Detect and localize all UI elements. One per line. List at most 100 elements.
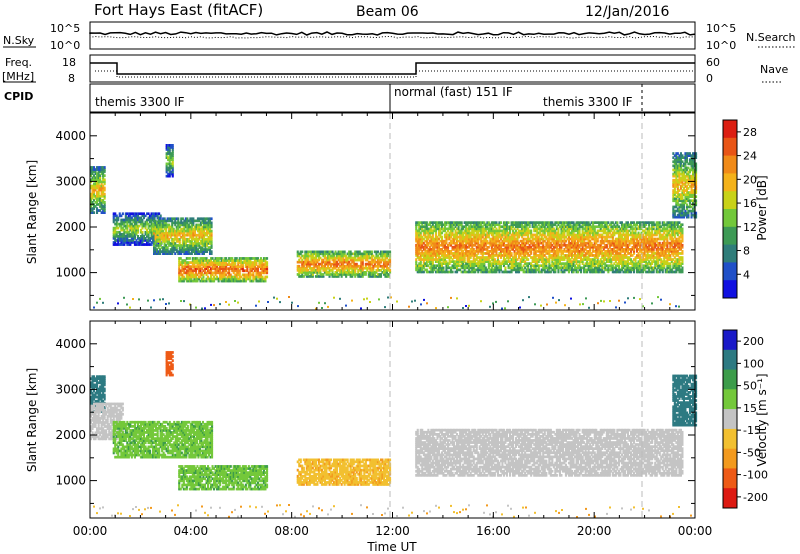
power-echo-cell-4	[207, 259, 210, 262]
power-echo-cell-6	[424, 231, 427, 235]
power-echo-cell-6	[542, 248, 545, 251]
power-echo-cell-6	[498, 225, 501, 229]
power-echo-cell-6	[495, 221, 498, 224]
power-echo-cell-5	[381, 258, 384, 262]
power-echo-cell-6	[509, 229, 512, 233]
power-echo-cell-6	[471, 252, 474, 255]
power-echo-cell-6	[521, 227, 524, 231]
power-echo-cell-6	[495, 264, 498, 268]
power-echo-cell-6	[512, 241, 515, 245]
power-echo-cell-6	[448, 227, 451, 231]
power-echo-cell-4	[187, 269, 190, 273]
power-echo-cell-6	[498, 229, 501, 233]
power-echo-cell-6	[462, 260, 465, 263]
power-echo-cell-4	[202, 277, 205, 281]
power-echo-cell-5	[308, 264, 311, 268]
power-echo-cell-2	[207, 248, 210, 251]
power-echo-cell-5	[357, 264, 360, 268]
power-echo-cell-6	[454, 260, 457, 263]
power-echo-cell-5	[310, 252, 313, 256]
power-echo-cell-6	[460, 250, 463, 253]
power-echo-cell-5	[337, 252, 340, 256]
power-echo-cell-2	[201, 231, 204, 235]
power-echo-cell-2	[209, 252, 212, 255]
power-echo-cell-2	[202, 225, 205, 229]
power-echo-cell-1	[150, 226, 153, 230]
power-echo-cell-5	[298, 252, 301, 256]
power-echo-cell-2	[157, 244, 160, 247]
power-echo-cell-6	[490, 227, 493, 231]
power-echo-cell-6	[560, 235, 563, 239]
power-echo-cell-4	[202, 269, 205, 273]
power-echo-cell-2	[196, 250, 199, 253]
power-echo-cell-6	[564, 264, 567, 268]
power-echo-cell-6	[462, 235, 465, 239]
power-echo-cell-0	[100, 201, 103, 204]
power-echo-cell-6	[509, 250, 512, 253]
power-echo-cell-2	[180, 246, 183, 249]
power-echo-cell-2	[180, 221, 183, 225]
power-echo-cell-2	[202, 252, 205, 255]
power-echo-cell-1	[135, 243, 138, 246]
power-echo-cell-6	[442, 229, 445, 233]
power-echo-cell-4	[228, 279, 231, 283]
power-echo-cell-3	[167, 152, 170, 155]
power-echo-cell-2	[184, 217, 187, 221]
power-echo-cell-1	[115, 239, 118, 242]
power-echo-cell-6	[566, 231, 569, 235]
power-echo-cell-6	[431, 268, 434, 272]
power-echo-cell-1	[149, 239, 152, 242]
power-echo-cell-6	[460, 254, 463, 257]
power-echo-cell-6	[540, 270, 543, 274]
power-echo-cell-6	[439, 235, 442, 239]
power-echo-cell-6	[561, 266, 564, 270]
power-echo-cell-6	[443, 245, 446, 249]
power-echo-cell-6	[543, 268, 546, 272]
power-echo-cell-5	[325, 269, 328, 272]
power-echo-cell-0	[97, 170, 100, 173]
power-echo-cell-6	[478, 237, 481, 241]
power-echo-cell-6	[445, 221, 448, 224]
power-echo-cell-6	[519, 223, 522, 227]
power-echo-cell-6	[450, 225, 453, 229]
power-echo-cell-5	[355, 252, 358, 256]
power-echo-cell-5	[316, 266, 319, 270]
power-echo-cell-0	[91, 184, 94, 188]
power-echo-cell-5	[367, 266, 370, 270]
power-echo-cell-0	[100, 170, 103, 173]
power-echo-cell-1	[121, 239, 124, 242]
power-echo-cell-0	[100, 188, 103, 192]
power-echo-cell-4	[207, 265, 210, 268]
power-echo-cell-6	[525, 241, 528, 245]
power-echo-cell-0	[100, 172, 103, 175]
power-echo-cell-6	[425, 229, 428, 233]
power-echo-cell-4	[249, 271, 252, 275]
power-echo-cell-4	[238, 271, 241, 275]
power-echo-cell-6	[442, 256, 445, 259]
power-echo-cell-6	[486, 270, 489, 274]
power-echo-cell-6	[561, 270, 564, 274]
power-echo-cell-6	[496, 229, 499, 233]
power-echo-cell-6	[416, 245, 419, 249]
power-echo-cell-5	[370, 258, 373, 262]
power-echo-cell-1	[115, 230, 118, 234]
power-echo-cell-1	[136, 228, 139, 232]
power-echo-cell-6	[563, 243, 566, 247]
power-echo-cell-5	[382, 254, 385, 258]
power-echo-cell-6	[454, 233, 457, 237]
power-echo-cell-2	[189, 227, 192, 231]
power-echo-cell-6	[552, 231, 555, 235]
power-echo-cell-3	[167, 150, 170, 153]
power-echo-cell-5	[367, 260, 370, 264]
power-echo-cell-6	[472, 270, 475, 274]
power-echo-cell-6	[555, 243, 558, 247]
power-echo-cell-4	[243, 261, 246, 264]
power-echo-cell-5	[334, 256, 337, 260]
power-echo-cell-2	[162, 233, 165, 237]
power-echo-cell-5	[340, 264, 343, 268]
power-echo-cell-6	[505, 233, 508, 237]
power-echo-cell-6	[437, 229, 440, 233]
power-echo-cell-4	[253, 261, 256, 264]
power-echo-cell-4	[247, 263, 250, 266]
power-echo-cell-6	[563, 223, 566, 227]
